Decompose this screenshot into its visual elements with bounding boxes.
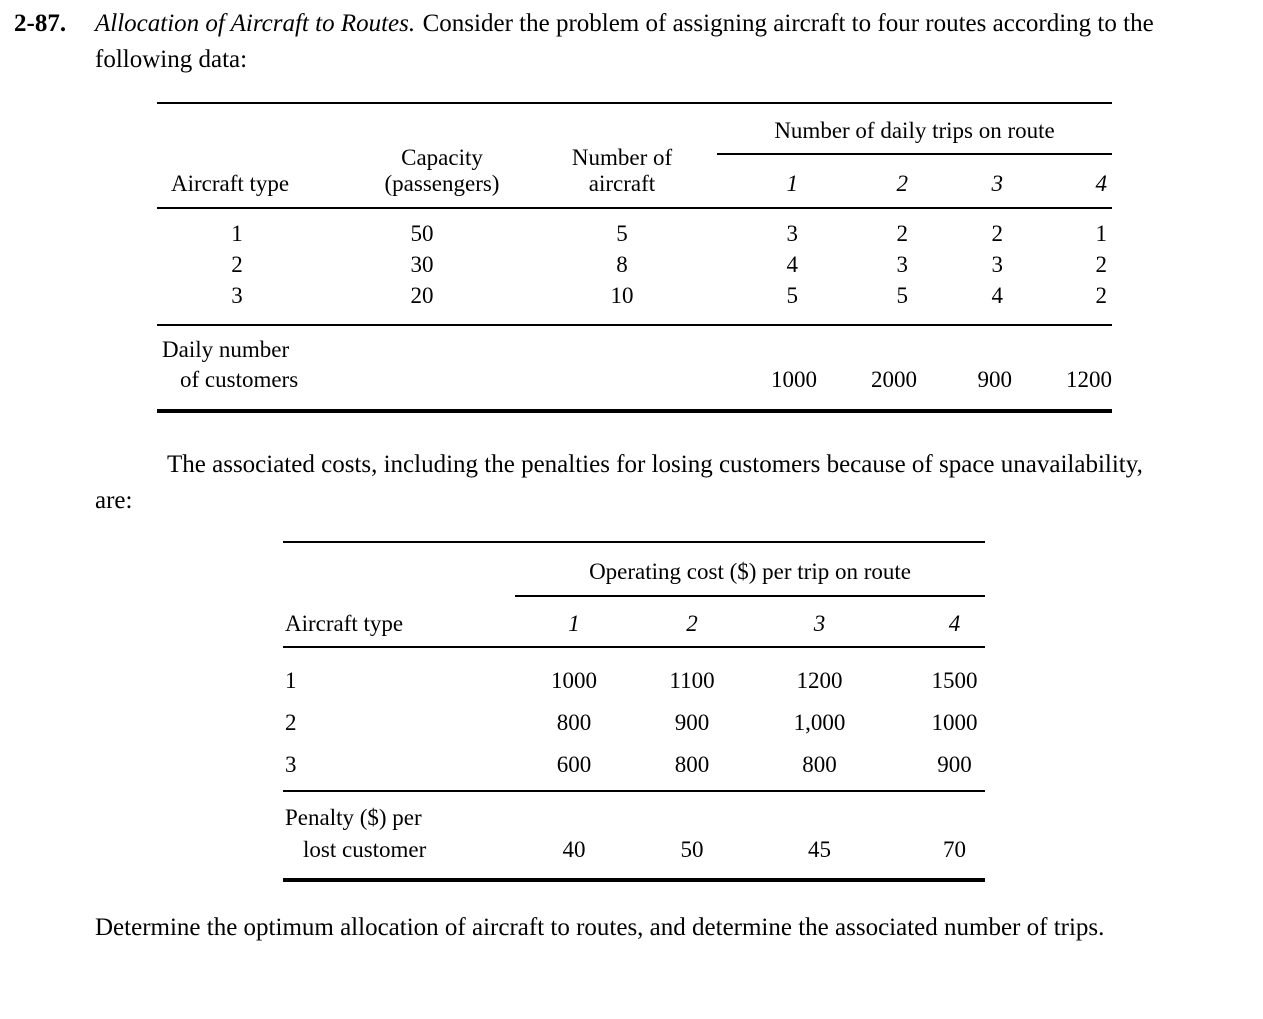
table-cell: 70 xyxy=(943,837,967,862)
trips-table: Aircraft type Capacity (passengers) Numb… xyxy=(157,102,1113,413)
table-cell: 2 xyxy=(285,710,297,735)
col-header-aircraft-type: Aircraft type xyxy=(283,542,515,648)
col-header-aircraft-type: Aircraft type xyxy=(157,103,317,209)
problem-title: Allocation of Aircraft to Routes. xyxy=(95,10,416,37)
table-cell: 4 xyxy=(917,280,1012,326)
table-cell: 800 xyxy=(633,744,751,792)
daily-customers-label-line1: Daily number xyxy=(162,337,290,362)
daily-customers-row: Daily number of customers 1000 2000 900 … xyxy=(157,325,1112,411)
table-cell: 3 xyxy=(786,221,799,246)
table-cell: 2 xyxy=(231,252,243,277)
trips-table-header: Aircraft type Capacity (passengers) Numb… xyxy=(157,103,1113,209)
problem-intro-text: Consider the problem of assigning aircra… xyxy=(95,10,1154,73)
route-header-4: 4 xyxy=(868,596,986,648)
table-cell: 600 xyxy=(515,744,633,792)
table-cell: 1 xyxy=(231,221,243,246)
table-cell: 1100 xyxy=(669,668,715,693)
table-cell: 50 xyxy=(680,837,704,862)
route-header-1: 1 xyxy=(515,596,633,648)
cost-table-header: Aircraft type Operating cost ($) per tri… xyxy=(283,542,986,648)
col-header-number-of-aircraft: Number of aircraft xyxy=(527,103,717,209)
table-cell: 5 xyxy=(616,221,628,246)
table-cell: 3 xyxy=(896,252,909,277)
table-cell: 45 xyxy=(808,837,831,862)
cost-table: Aircraft type Operating cost ($) per tri… xyxy=(283,541,986,882)
table-cell: 1000 xyxy=(931,710,978,735)
table-cell: 40 xyxy=(562,837,586,862)
table-cell: 50 xyxy=(410,221,434,246)
table-cell: 1500 xyxy=(931,668,978,693)
table-cell: 30 xyxy=(410,252,434,277)
table-row: 1 1000 1100 1200 1500 xyxy=(283,647,985,702)
table-cell: 1200 xyxy=(796,668,843,693)
table-row: 3 600 800 800 900 xyxy=(283,744,986,792)
closing-question-text: Determine the optimum allocation of airc… xyxy=(95,914,1105,941)
daily-customers-label-line2: of customers xyxy=(180,367,299,392)
penalty-row: Penalty ($) per lost customer 40 50 45 7… xyxy=(283,791,985,880)
table-cell: 10 xyxy=(527,280,717,326)
col-header-number-of-aircraft-line1: Number of xyxy=(571,145,673,170)
route-header-2: 2 xyxy=(817,154,917,209)
table-cell: 900 xyxy=(674,710,710,735)
table-cell: 2 xyxy=(991,221,1004,246)
table-cell: 2 xyxy=(1095,252,1108,277)
costs-intro-text: The associated costs, including the pena… xyxy=(95,451,1143,514)
table-row: 2 800 900 1,000 1000 xyxy=(283,702,985,744)
table-cell: 800 xyxy=(751,744,868,792)
col-header-capacity-line2: (passengers) xyxy=(384,171,500,196)
table-cell: 900 xyxy=(977,367,1013,392)
table-cell: 20 xyxy=(317,280,527,326)
penalty-label: Penalty ($) per lost customer xyxy=(283,791,515,880)
table-cell: 3 xyxy=(283,744,515,792)
table-cell: 4 xyxy=(786,252,799,277)
table-cell: 5 xyxy=(817,280,917,326)
span-header-operating-cost: Operating cost ($) per trip on route xyxy=(515,542,986,597)
route-header-4: 4 xyxy=(1012,154,1113,209)
table-row: 3 20 10 5 5 4 2 xyxy=(157,280,1113,326)
span-header-daily-trips: Number of daily trips on route xyxy=(717,103,1113,155)
table-cell: 8 xyxy=(616,252,628,277)
col-header-number-of-aircraft-line2: aircraft xyxy=(588,171,656,196)
table-cell: 900 xyxy=(868,744,986,792)
problem-statement: 2-87. Allocation of Aircraft to Routes. Co… xyxy=(14,6,1173,78)
penalty-label-line1: Penalty ($) per xyxy=(285,805,422,830)
route-header-1: 1 xyxy=(717,154,817,209)
table-cell: 1000 xyxy=(771,367,817,392)
table-row: 1 50 5 3 2 2 1 xyxy=(157,208,1112,249)
route-header-2: 2 xyxy=(633,596,751,648)
table-cell: 1200 xyxy=(1066,367,1113,392)
table-cell: 1 xyxy=(285,668,297,693)
table-cell: 3 xyxy=(991,252,1004,277)
table-row: 2 30 8 4 3 3 2 xyxy=(157,249,1112,280)
col-header-capacity: Capacity (passengers) xyxy=(317,103,527,209)
col-header-capacity-line1: Capacity xyxy=(401,145,483,170)
table-cell: 800 xyxy=(556,710,592,735)
table-cell: 1000 xyxy=(551,668,597,693)
table-cell: 1 xyxy=(1095,221,1108,246)
route-header-3: 3 xyxy=(751,596,868,648)
route-header-3: 3 xyxy=(917,154,1012,209)
table-cell: 2000 xyxy=(871,367,917,392)
table-cell: 1,000 xyxy=(793,710,846,735)
daily-customers-label: Daily number of customers xyxy=(157,325,717,411)
problem-number: 2-87. xyxy=(14,10,67,37)
penalty-label-line2: lost customer xyxy=(303,837,427,862)
table-cell: 5 xyxy=(717,280,817,326)
table-cell: 2 xyxy=(1012,280,1113,326)
table-cell: 3 xyxy=(157,280,317,326)
table-cell: 2 xyxy=(896,221,909,246)
